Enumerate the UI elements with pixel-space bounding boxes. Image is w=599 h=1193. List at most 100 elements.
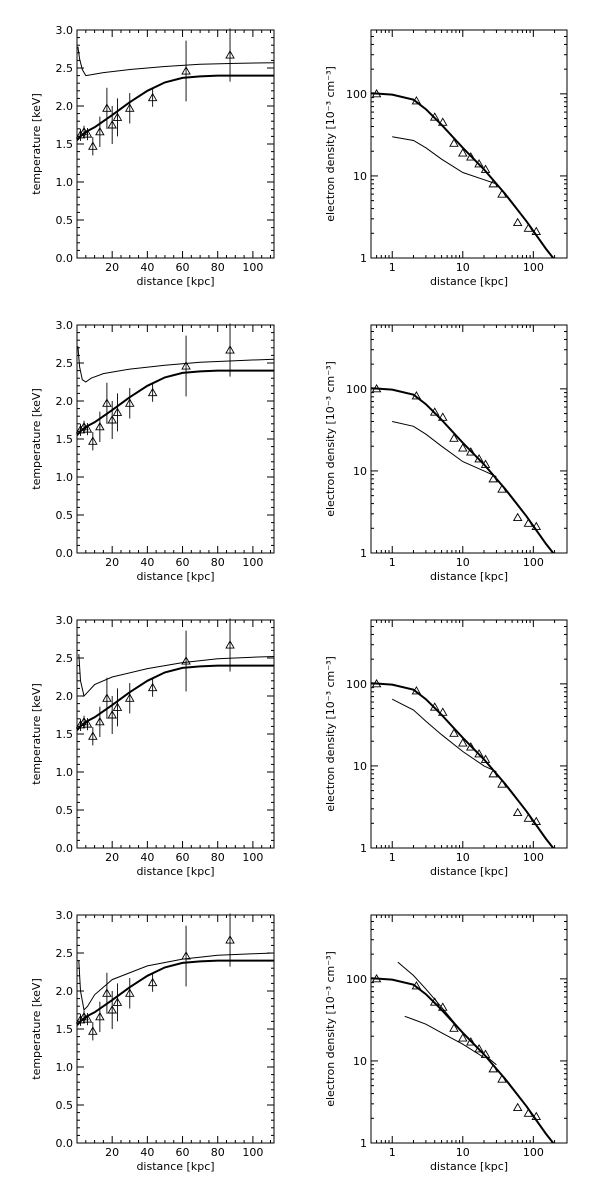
x-axis-label: distance [kpc] [136, 570, 214, 583]
data-point [225, 345, 235, 354]
x-tick-label: 80 [211, 1146, 225, 1159]
y-axis-label: temperature [keV] [30, 978, 43, 1080]
y-tick-label: 3.0 [56, 319, 74, 332]
panel-density-2: 1 10 100 1 10 100 distance [kpc] electron densi… [324, 324, 568, 583]
data-point [75, 719, 86, 729]
data-point [371, 973, 382, 983]
y-tick-label: 0.0 [56, 547, 74, 560]
x-tick-label: 100 [523, 261, 544, 274]
data-point [497, 484, 507, 493]
x-tick-label: 20 [105, 851, 119, 864]
data-point [429, 702, 440, 711]
y-tick-label: 1.5 [56, 433, 74, 446]
panel-temperature-3: 20 40 60 80 100 0.0 0.5 1.0 1.5 2.0 2.5 3.0 distance… [30, 614, 275, 878]
data-point [497, 1074, 507, 1083]
data-point [411, 686, 422, 695]
x-axis-label: distance [kpc] [430, 275, 508, 288]
data-point [523, 223, 534, 232]
y-axis-label: temperature [keV] [30, 683, 43, 785]
data-point [488, 178, 498, 188]
y-axis-label: electron density [10⁻³ cm⁻³] [324, 656, 337, 812]
data-point [411, 96, 422, 105]
data-point [449, 138, 459, 147]
data-point [79, 716, 89, 726]
data-point [449, 728, 459, 737]
x-tick-label: 100 [242, 261, 263, 274]
y-tick-label: 1.0 [56, 176, 74, 189]
data-point [181, 951, 191, 960]
y-tick-label: 0.0 [56, 252, 74, 265]
y-tick-label: 2.5 [56, 652, 74, 665]
data-point [107, 710, 117, 719]
data-point [466, 447, 476, 456]
data-point [466, 1037, 476, 1046]
x-tick-label: 40 [140, 261, 154, 274]
data-point [95, 126, 105, 136]
panel-temperature-4: 20 40 60 80 100 0.0 0.5 1.0 1.5 2.0 2.5 3.0 distance… [30, 909, 275, 1173]
data-point [181, 66, 191, 75]
data-point [474, 159, 484, 168]
y-tick-label: 2.0 [56, 985, 74, 998]
data-point [458, 738, 468, 747]
data-point [102, 988, 112, 997]
x-tick-label: 10 [456, 1146, 470, 1159]
data-point [225, 50, 235, 59]
y-tick-label: 100 [346, 383, 367, 396]
y-tick-label: 0.0 [56, 1137, 74, 1150]
data-point [102, 693, 112, 702]
data-point [181, 656, 191, 665]
panel-density-4: 1 10 100 1 10 100 distance [kpc] electron densi… [324, 914, 568, 1173]
y-tick-label: 100 [346, 973, 367, 986]
y-tick-label: 3.0 [56, 909, 74, 922]
data-point [429, 112, 440, 121]
x-tick-label: 60 [176, 1146, 190, 1159]
data-point [429, 997, 440, 1006]
y-tick-label: 0.0 [56, 842, 74, 855]
y-tick-label: 1 [360, 252, 367, 265]
y-tick-label: 2.0 [56, 395, 74, 408]
data-point [82, 424, 93, 433]
y-tick-label: 10 [353, 465, 367, 478]
model-curve [77, 346, 274, 383]
data-point [437, 412, 448, 421]
x-tick-label: 80 [211, 851, 225, 864]
panel-density-1: 1 10 100 1 10 100 distance [kpc] electron densi… [324, 29, 568, 288]
y-tick-label: 1.0 [56, 1061, 74, 1074]
model-curve [371, 92, 555, 258]
data-point [411, 391, 422, 400]
x-tick-label: 60 [176, 851, 190, 864]
y-tick-label: 100 [346, 88, 367, 101]
data-point [531, 521, 542, 531]
data-point [371, 383, 382, 393]
data-point [82, 719, 93, 728]
model-curve [371, 387, 555, 553]
data-point [107, 415, 117, 424]
y-tick-label: 0.5 [56, 509, 74, 522]
y-tick-label: 1.5 [56, 138, 74, 151]
x-tick-label: 60 [176, 261, 190, 274]
model-curve [77, 74, 274, 141]
model-curve [78, 654, 274, 698]
plot-frame [370, 619, 568, 849]
data-point [480, 1049, 491, 1058]
y-tick-label: 3.0 [56, 614, 74, 627]
x-tick-label: 100 [242, 851, 263, 864]
data-point [112, 702, 123, 711]
y-tick-label: 1 [360, 1137, 367, 1150]
x-axis-label: distance [kpc] [136, 1160, 214, 1173]
plot-frame [76, 29, 275, 259]
data-point [124, 988, 135, 997]
model-curve [78, 952, 274, 1012]
model-curve [77, 46, 274, 77]
data-point [371, 88, 382, 98]
data-point [458, 1033, 468, 1042]
data-point [79, 421, 89, 431]
model-curve [397, 961, 497, 1066]
data-point [124, 398, 135, 407]
model-curve [77, 664, 274, 731]
data-point [488, 473, 498, 483]
x-tick-label: 100 [242, 556, 263, 569]
x-tick-label: 1 [389, 851, 396, 864]
model-curve [404, 1015, 485, 1058]
y-tick-label: 1 [360, 547, 367, 560]
